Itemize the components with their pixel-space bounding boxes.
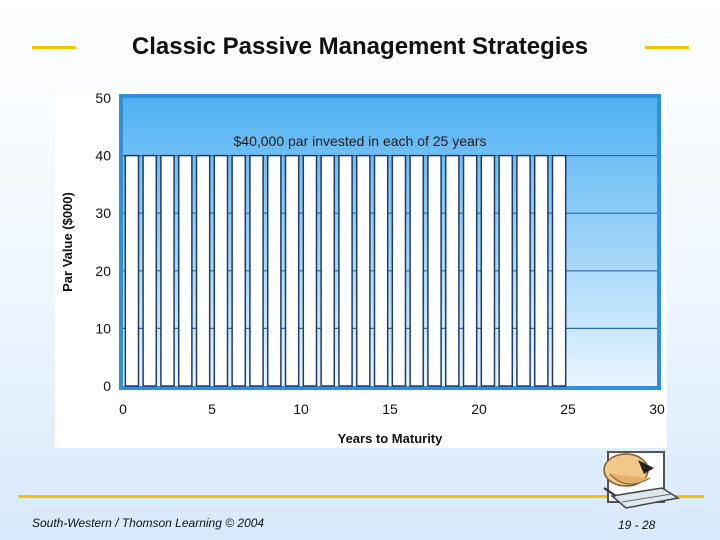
plot-area — [123, 98, 657, 386]
bar-year-23 — [516, 154, 531, 387]
title-rule-right — [645, 46, 689, 49]
title-rule-left — [32, 46, 76, 49]
x-tick-label-20: 20 — [471, 401, 487, 417]
bar-year-21 — [480, 154, 496, 387]
y-axis-ticks: 0 10 20 30 40 50 — [95, 90, 111, 394]
bar-year-18 — [427, 154, 442, 387]
y-tick-label-10: 10 — [95, 320, 111, 336]
y-tick-label-20: 20 — [95, 263, 111, 279]
bar-year-3 — [160, 154, 175, 387]
y-tick-label-40: 40 — [95, 148, 111, 164]
bar-year-2 — [142, 154, 158, 387]
bar-year-20 — [462, 154, 478, 387]
x-tick-label-5: 5 — [208, 401, 216, 417]
x-axis-label: Years to Maturity — [338, 431, 444, 446]
x-tick-label-0: 0 — [119, 401, 127, 417]
par-value-chart: 0 10 20 30 40 50 0 5 10 15 20 25 30 $40,000 par inv… — [55, 90, 667, 448]
footer-rule — [18, 495, 704, 498]
footer-copyright: South-Western / Thomson Learning © 2004 — [32, 516, 265, 530]
x-tick-label-25: 25 — [560, 401, 576, 417]
chart-annotation: $40,000 par invested in each of 25 years — [234, 133, 487, 149]
grid-lines — [123, 154, 657, 329]
bar-year-7 — [231, 154, 247, 387]
bar-year-24 — [533, 154, 549, 387]
x-tick-label-30: 30 — [649, 401, 665, 417]
x-axis-ticks: 0 5 10 15 20 25 30 — [119, 401, 665, 417]
bar-year-8 — [249, 154, 264, 387]
bar-year-12 — [320, 154, 336, 387]
bar-year-14 — [355, 154, 371, 387]
x-tick-label-15: 15 — [382, 401, 398, 417]
y-axis-label: Par Value ($000) — [60, 192, 75, 292]
bar-year-10 — [284, 154, 300, 387]
y-tick-label-0: 0 — [103, 378, 111, 394]
bar-year-11 — [302, 154, 318, 387]
slide-number: 19 - 28 — [618, 518, 656, 532]
bar-year-5 — [195, 154, 211, 387]
bars — [124, 154, 567, 387]
bar-year-1 — [124, 154, 140, 387]
bar-year-6 — [213, 154, 229, 387]
bar-year-22 — [498, 154, 514, 387]
bar-year-16 — [391, 154, 407, 387]
x-tick-label-10: 10 — [293, 401, 309, 417]
bar-year-25 — [551, 154, 567, 387]
reading-person-icon — [603, 451, 681, 509]
y-tick-label-50: 50 — [95, 90, 111, 106]
slide-title: Classic Passive Management Strategies — [131, 33, 589, 60]
bar-year-4 — [177, 154, 193, 387]
y-tick-label-30: 30 — [95, 205, 111, 221]
title-bar: Classic Passive Management Strategies — [0, 30, 720, 64]
bar-year-13 — [338, 154, 353, 387]
bar-year-9 — [266, 154, 282, 387]
bar-year-15 — [373, 154, 389, 387]
bar-year-17 — [409, 154, 425, 387]
bar-year-19 — [444, 154, 460, 387]
